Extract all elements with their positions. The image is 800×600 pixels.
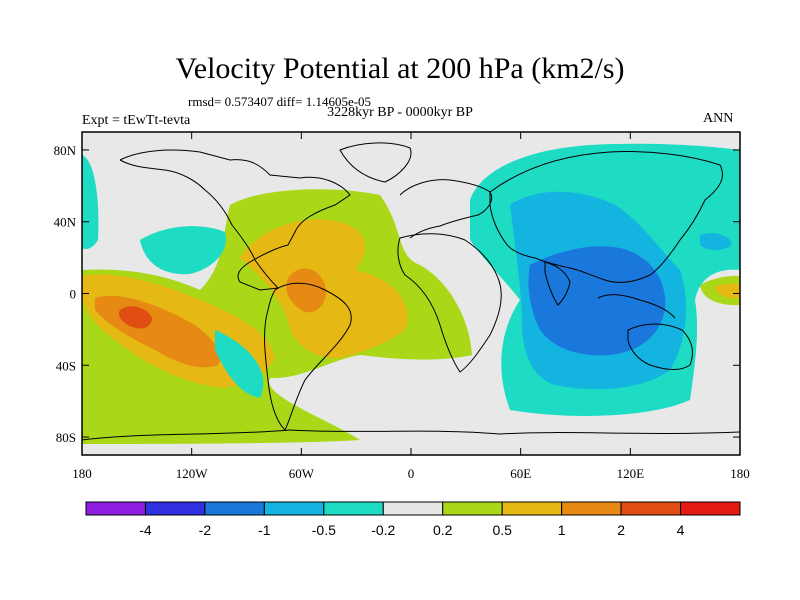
contour-negative-0.2-west-edge [82, 155, 99, 250]
contour-positive-east-edge-core [715, 283, 740, 299]
colorbar-swatch [323, 501, 384, 516]
coastline-north-america [119, 149, 351, 291]
colorbar-swatch [620, 501, 682, 516]
colorbar-label: 1 [558, 522, 566, 538]
contour-negative-1 [528, 246, 666, 356]
map-panel: 80N 40N 0 40S 80S 180 120W 60W 0 60E 120E 180 [54, 131, 750, 481]
contour-positive-2 [118, 306, 152, 329]
coastline-greenland [339, 142, 412, 183]
lat-tick-label: 0 [70, 287, 77, 302]
contour-negative-0.2-pacific-north [140, 226, 226, 275]
colorbar-swatch [680, 501, 741, 516]
colorbar-label: -4 [139, 522, 152, 538]
coastline-australia [627, 323, 693, 370]
lat-tick-label: 40S [56, 358, 76, 373]
lon-tick-label: 120E [617, 466, 645, 481]
lon-tick-label: 0 [408, 466, 415, 481]
colorbar-swatch [561, 501, 622, 516]
colorbar-label: -1 [258, 522, 271, 538]
lat-tick-label: 80N [54, 143, 77, 158]
lon-tick-label: 60E [510, 466, 531, 481]
colorbar-label: -0.2 [371, 522, 395, 538]
colorbar-swatch [204, 501, 265, 516]
map-axis-ticks: 80N 40N 0 40S 80S 180 120W 60W 0 60E 120E 180 [54, 132, 750, 481]
coastlines [82, 142, 740, 441]
colorbar-label: 4 [677, 522, 685, 538]
contour-negative-0.2-pacific-south [215, 330, 264, 398]
coastline-india [544, 261, 571, 306]
colorbar-swatch [501, 501, 563, 516]
lat-tick-label: 40N [54, 215, 77, 230]
lat-tick-label: 80S [56, 430, 76, 445]
colorbar-swatch [144, 501, 206, 516]
experiment-label: Expt = tEwTt-tevta [82, 113, 191, 128]
colorbar-label: -2 [199, 522, 212, 538]
lon-tick-label: 180 [72, 466, 92, 481]
stats-line: rmsd= 0.573407 diff= 1.14605e-05 [188, 94, 372, 109]
lon-tick-label: 180 [730, 466, 750, 481]
season-label: ANN [703, 111, 734, 126]
chart-title: Velocity Potential at 200 hPa (km2/s) [175, 52, 625, 85]
colorbar-label: 0.5 [492, 522, 512, 538]
contour-positive-1-amazon [286, 268, 327, 313]
colorbar-swatch [85, 501, 146, 516]
contour-negative-0.5-nw-pacific [700, 233, 732, 251]
lon-tick-label: 60W [289, 466, 315, 481]
colorbar-swatch [263, 501, 325, 516]
lon-tick-label: 120W [176, 466, 209, 481]
colorbar-swatch [382, 501, 444, 516]
coastline-africa [397, 233, 502, 373]
coastline-asia [489, 151, 723, 283]
coastline-indonesia [597, 294, 676, 319]
period-label: 3228kyr BP - 0000kyr BP [327, 105, 473, 120]
contour-positive-0.2 [82, 189, 472, 444]
colorbar-label: 0.2 [433, 522, 453, 538]
coastline-antarctica [82, 429, 740, 441]
colorbar: -4 -2 -1 -0.5 -0.2 0.2 0.5 1 2 4 [85, 501, 741, 538]
colorbar-swatch [442, 501, 503, 516]
colorbar-label: -0.5 [312, 522, 336, 538]
coastline-south-america [264, 282, 352, 431]
colorbar-label: 2 [617, 522, 625, 538]
